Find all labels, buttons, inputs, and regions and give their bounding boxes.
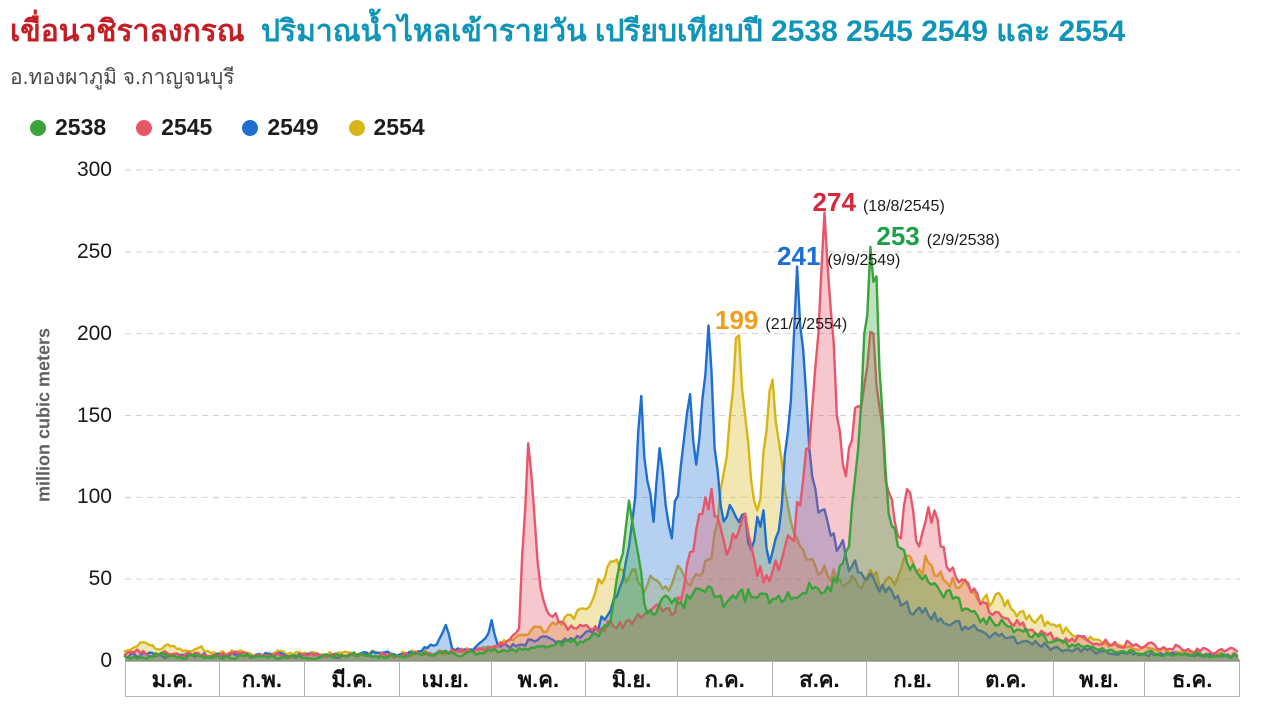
series-area-2549 xyxy=(125,266,1240,661)
peak-date: (2/9/2538) xyxy=(926,231,1000,249)
month-label-2: ก.พ. xyxy=(218,661,306,697)
month-label-6: มิ.ย. xyxy=(585,661,678,697)
peak-date: (21/7/2554) xyxy=(765,316,848,334)
peak-value: 241 xyxy=(777,240,821,271)
y-tick-label: 50 xyxy=(88,567,112,591)
legend-label: 2545 xyxy=(161,114,213,140)
month-label-4: เม.ย. xyxy=(398,661,492,697)
month-label-11: พ.ย. xyxy=(1052,661,1146,697)
title-description: ปริมาณน้ำไหลเข้ารายวัน เปรียบเทียบปี 253… xyxy=(260,15,1126,48)
y-tick-label: 250 xyxy=(76,239,112,263)
legend-dot-icon xyxy=(242,119,259,136)
legend-label: 2538 xyxy=(55,114,107,140)
month-label-7: ก.ค. xyxy=(676,661,773,697)
y-tick-label: 0 xyxy=(100,649,112,672)
month-label-9: ก.ย. xyxy=(866,661,959,697)
month-label-1: ม.ค. xyxy=(125,661,220,697)
y-tick-label: 200 xyxy=(76,321,112,345)
y-tick-label: 300 xyxy=(76,158,112,181)
legend-item-2554: 2554 xyxy=(348,114,425,141)
peak-value: 199 xyxy=(715,305,759,336)
peak-date: (18/8/2545) xyxy=(862,197,945,215)
legend-item-2538: 2538 xyxy=(30,114,106,141)
title-dam-name: เขื่อนวชิราลงกรณ xyxy=(10,15,245,48)
legend-item-2549: 2549 xyxy=(242,114,319,141)
page-title: เขื่อนวชิราลงกรณ ปริมาณน้ำไหลเข้ารายวัน … xyxy=(10,8,1260,55)
legend-dot-icon xyxy=(136,119,153,136)
peak-value: 253 xyxy=(876,220,920,251)
peak-annotation-274: 274 (18/8/2545) xyxy=(813,187,945,218)
y-tick-label: 150 xyxy=(76,403,112,427)
y-tick-label: 100 xyxy=(76,485,112,509)
legend-dot-icon xyxy=(348,119,365,136)
month-label-3: มี.ค. xyxy=(304,661,400,697)
subtitle-location: อ.ทองผาภูมิ จ.กาญจนบุรี xyxy=(10,66,235,89)
month-label-12: ธ.ค. xyxy=(1144,661,1240,697)
peak-annotation-241: 241 (9/9/2549) xyxy=(777,241,900,272)
chart-header: เขื่อนวชิราลงกรณ ปริมาณน้ำไหลเข้ารายวัน … xyxy=(10,8,1260,94)
peak-annotation-199: 199 (21/7/2554) xyxy=(715,305,847,336)
legend: 2538 2545 2549 2554 xyxy=(30,114,425,141)
series-line-2538 xyxy=(123,245,1239,661)
month-label-5: พ.ค. xyxy=(490,661,587,697)
month-label-10: ต.ค. xyxy=(957,661,1054,697)
peak-annotation-253: 253 (2/9/2538) xyxy=(876,221,999,252)
month-label-8: ส.ค. xyxy=(771,661,868,697)
legend-item-2545: 2545 xyxy=(136,114,212,141)
legend-label: 2554 xyxy=(373,114,425,140)
legend-dot-icon xyxy=(30,119,46,136)
peak-date: (9/9/2549) xyxy=(827,251,901,269)
peak-value: 274 xyxy=(812,186,856,217)
series-line-2545 xyxy=(123,211,1239,659)
legend-label: 2549 xyxy=(267,114,319,140)
